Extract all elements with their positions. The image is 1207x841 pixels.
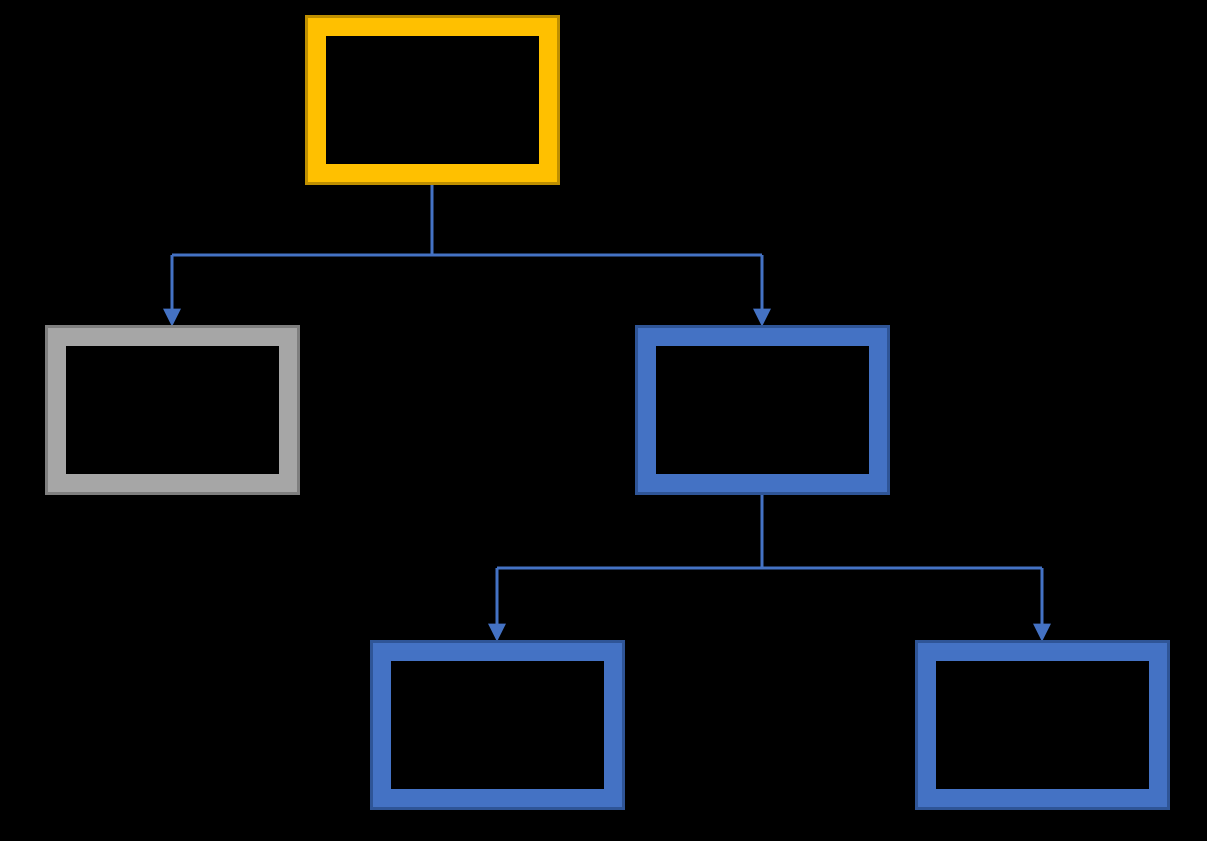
grandchild-left-node bbox=[370, 640, 625, 810]
right-child-node-center bbox=[656, 346, 869, 474]
diagram-canvas bbox=[0, 0, 1207, 841]
grandchild-right-node-center bbox=[936, 661, 1149, 789]
grandchild-left-node-center bbox=[391, 661, 604, 789]
right-child-node bbox=[635, 325, 890, 495]
left-child-node-center bbox=[66, 346, 279, 474]
root-node bbox=[305, 15, 560, 185]
grandchild-right-node bbox=[915, 640, 1170, 810]
left-child-node bbox=[45, 325, 300, 495]
root-node-center bbox=[326, 36, 539, 164]
